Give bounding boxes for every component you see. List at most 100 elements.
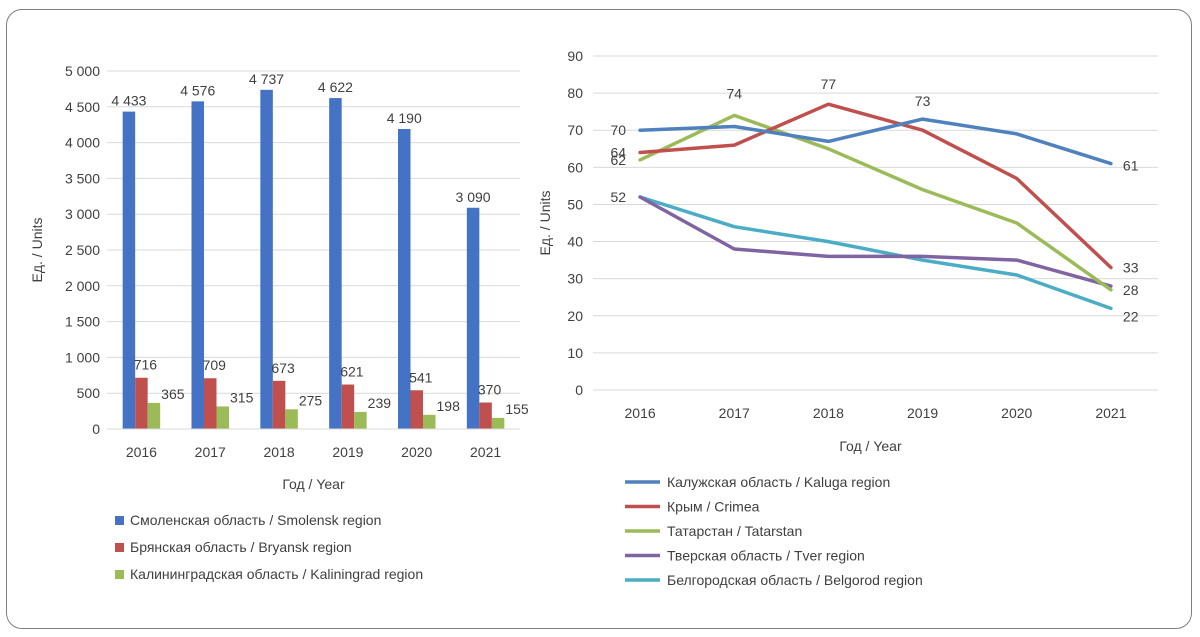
x-tick-label: 2016 bbox=[625, 405, 656, 421]
y-tick-label: 20 bbox=[567, 308, 583, 324]
y-tick-label: 90 bbox=[567, 48, 583, 64]
x-tick-label: 2020 bbox=[401, 444, 432, 460]
legend-swatch bbox=[115, 516, 124, 525]
data-label: 52 bbox=[611, 189, 627, 205]
y-tick-label: 2 000 bbox=[65, 278, 100, 294]
bar bbox=[260, 89, 273, 429]
series-line bbox=[638, 195, 1113, 288]
data-label: 198 bbox=[437, 398, 461, 414]
data-label: 673 bbox=[271, 360, 295, 376]
data-label: 4 737 bbox=[249, 71, 284, 87]
data-label: 28 bbox=[1123, 282, 1139, 298]
bar bbox=[272, 380, 286, 429]
x-tick-label: 2019 bbox=[332, 444, 363, 460]
y-tick-label: 1 000 bbox=[65, 349, 100, 365]
data-label: 22 bbox=[1123, 308, 1139, 324]
legend-swatch bbox=[115, 570, 124, 579]
bar bbox=[122, 111, 136, 429]
bar bbox=[354, 411, 367, 429]
data-label: 621 bbox=[340, 364, 364, 380]
data-label: 33 bbox=[1123, 260, 1139, 276]
x-tick-label: 2019 bbox=[907, 405, 938, 421]
y-tick-label: 3 500 bbox=[65, 170, 100, 186]
data-label: 365 bbox=[161, 386, 185, 402]
y-tick-label: 40 bbox=[567, 234, 583, 250]
data-label: 239 bbox=[368, 395, 392, 411]
x-tick-label: 2018 bbox=[264, 444, 295, 460]
bar bbox=[329, 98, 342, 430]
data-label: 73 bbox=[915, 93, 931, 109]
data-label: 77 bbox=[821, 76, 837, 92]
x-tick-label: 2016 bbox=[126, 444, 157, 460]
series-line bbox=[638, 113, 1113, 292]
y-tick-label: 1 500 bbox=[65, 314, 100, 330]
y-tick-label: 60 bbox=[567, 159, 583, 175]
bar bbox=[423, 414, 436, 429]
data-label: 4 622 bbox=[318, 79, 353, 95]
data-label: 716 bbox=[134, 357, 158, 373]
data-label: 74 bbox=[726, 85, 742, 101]
data-label: 155 bbox=[505, 401, 529, 417]
y-tick-label: 80 bbox=[567, 85, 583, 101]
bar bbox=[191, 101, 204, 429]
y-tick-label: 70 bbox=[567, 122, 583, 138]
data-label: 709 bbox=[203, 357, 227, 373]
x-tick-label: 2020 bbox=[1001, 405, 1032, 421]
series-line bbox=[638, 195, 1113, 311]
y-tick-label: 5 000 bbox=[65, 63, 100, 79]
series-line bbox=[638, 102, 1113, 270]
bar bbox=[147, 402, 161, 429]
bar bbox=[216, 406, 229, 429]
y-tick-label: 10 bbox=[567, 345, 583, 361]
series-line bbox=[638, 117, 1113, 166]
data-label: 4 190 bbox=[387, 110, 422, 126]
y-axis-title: Ед. / Units bbox=[537, 191, 553, 256]
data-label: 4 576 bbox=[180, 82, 215, 98]
x-tick-label: 2021 bbox=[470, 444, 501, 460]
bar bbox=[398, 128, 411, 429]
legend-entry: Татарстан / Tatarstan bbox=[667, 523, 802, 539]
bar bbox=[204, 378, 217, 429]
x-tick-label: 2017 bbox=[719, 405, 750, 421]
data-label: 62 bbox=[611, 152, 627, 168]
legend-swatch bbox=[115, 543, 124, 552]
legend-entry: Брянская область / Bryansk region bbox=[130, 539, 352, 555]
data-label: 315 bbox=[230, 389, 254, 405]
y-tick-label: 50 bbox=[567, 196, 583, 212]
x-axis-title: Год / Year bbox=[282, 476, 345, 492]
y-tick-label: 2 500 bbox=[65, 242, 100, 258]
data-label: 64 bbox=[611, 144, 627, 160]
x-tick-label: 2021 bbox=[1095, 405, 1126, 421]
legend-entry: Тверская область / Tver region bbox=[667, 548, 865, 564]
y-tick-label: 4 000 bbox=[65, 135, 100, 151]
y-tick-label: 4 500 bbox=[65, 99, 100, 115]
data-label: 370 bbox=[478, 382, 502, 398]
bar bbox=[285, 409, 298, 429]
bar bbox=[410, 390, 423, 429]
legend-entry: Крым / Crimea bbox=[667, 499, 760, 515]
legend-entry: Смоленская область / Smolensk region bbox=[130, 512, 381, 528]
x-tick-label: 2018 bbox=[813, 405, 844, 421]
x-tick-label: 2017 bbox=[195, 444, 226, 460]
data-label: 61 bbox=[1123, 158, 1139, 174]
data-label: 4 433 bbox=[111, 93, 146, 109]
legend-entry: Калужская область / Kaluga region bbox=[667, 474, 890, 490]
y-tick-label: 500 bbox=[77, 385, 101, 401]
data-label: 541 bbox=[409, 369, 433, 385]
x-axis-title: Год / Year bbox=[839, 438, 902, 454]
y-tick-label: 0 bbox=[92, 421, 100, 437]
bar bbox=[479, 402, 492, 429]
bar bbox=[341, 384, 355, 429]
data-label: 70 bbox=[611, 122, 627, 138]
bar bbox=[466, 207, 480, 429]
legend-entry: Калининградская область / Kaliningrad re… bbox=[130, 566, 423, 582]
legend-entry: Белгородская область / Belgorod region bbox=[667, 572, 923, 588]
y-tick-label: 0 bbox=[575, 382, 583, 398]
y-tick-label: 30 bbox=[567, 271, 583, 287]
bar bbox=[491, 417, 505, 429]
y-axis-title: Ед. / Units bbox=[29, 218, 45, 283]
data-label: 275 bbox=[299, 392, 323, 408]
bar bbox=[135, 377, 148, 429]
